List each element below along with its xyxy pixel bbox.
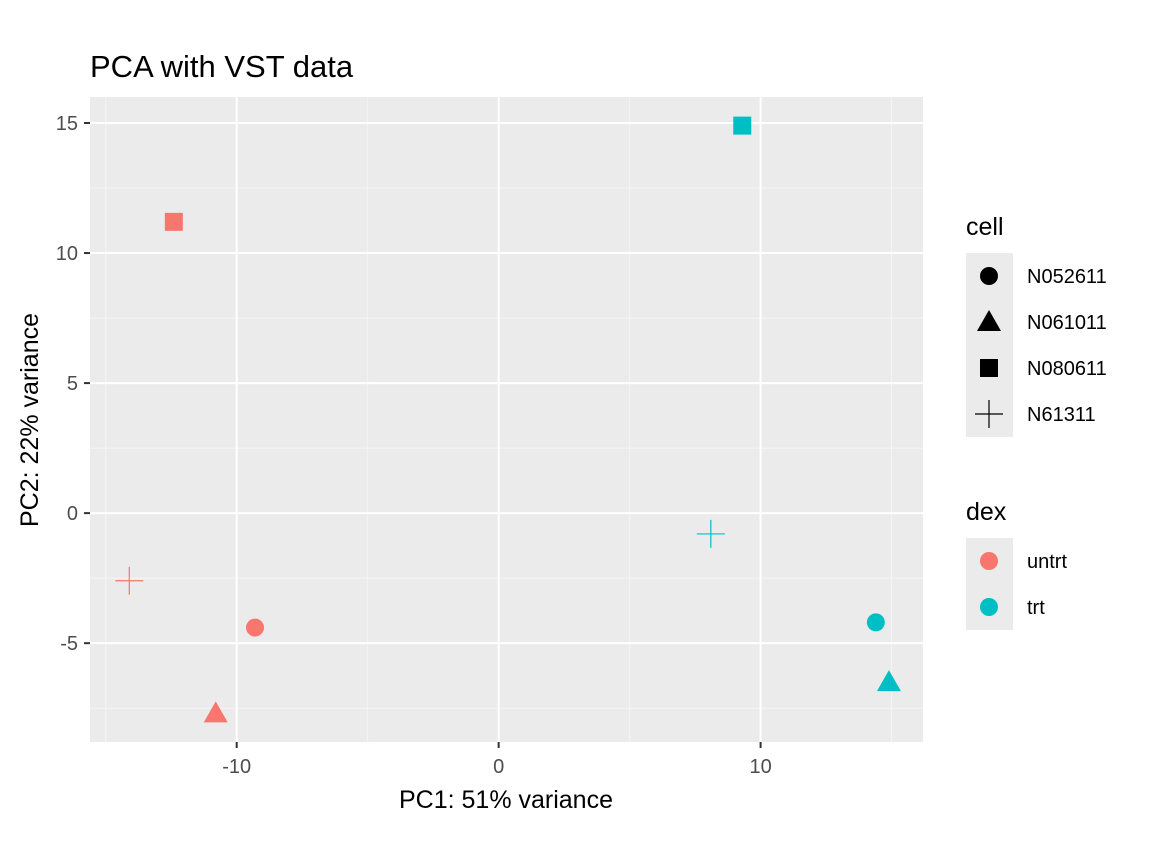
legend-cell-label: N061011 (1027, 312, 1107, 334)
legend-dex-keys-background (966, 538, 1013, 630)
legend-cell: cell N052611 N061011 N080611 N61311 (966, 213, 1107, 437)
data-point-square (733, 116, 752, 135)
legend-cell-label: N080611 (1027, 358, 1107, 380)
y-axis-title: PC2: 22% variance (16, 313, 44, 527)
data-point-square (164, 212, 183, 231)
x-tick-label: 10 (749, 756, 771, 778)
legend-key-color-dot (980, 552, 998, 570)
y-tick-label: 0 (67, 503, 78, 525)
legend-cell-label: N61311 (1027, 404, 1096, 426)
legend-dex-label: untrt (1027, 551, 1067, 573)
y-tick-label: -5 (60, 633, 78, 655)
chart-title: PCA with VST data (90, 49, 354, 84)
data-point-triangle (203, 701, 228, 723)
legend-dex-title: dex (966, 498, 1007, 526)
x-axis-ticks: -10 0 10 (222, 742, 772, 778)
legend-key-triangle (977, 310, 1001, 331)
legend-key-circle (980, 267, 998, 285)
y-tick-label: 10 (56, 243, 78, 265)
y-tick-label: 15 (56, 113, 78, 135)
data-point-circle (246, 618, 265, 637)
data-point-plus (115, 566, 144, 595)
data-point-plus (696, 519, 725, 548)
grid-lines (90, 97, 923, 742)
data-point-triangle (876, 670, 901, 692)
x-tick-label: 0 (493, 756, 504, 778)
legend-dex-label: trt (1027, 597, 1045, 619)
legend-dex: dex untrt trt (966, 498, 1067, 630)
legend-cell-label: N052611 (1027, 266, 1107, 288)
y-axis-ticks: -5 0 5 10 15 (56, 113, 90, 655)
legend-key-color-dot (980, 598, 998, 616)
legend-key-plus (975, 400, 1003, 428)
legend-cell-title: cell (966, 213, 1004, 241)
legend-key-square (980, 359, 998, 377)
x-tick-label: -10 (222, 756, 251, 778)
data-points (115, 116, 901, 723)
plot-panel (90, 97, 923, 742)
data-point-circle (866, 613, 885, 632)
x-axis-title: PC1: 51% variance (399, 786, 613, 814)
y-tick-label: 5 (67, 373, 78, 395)
